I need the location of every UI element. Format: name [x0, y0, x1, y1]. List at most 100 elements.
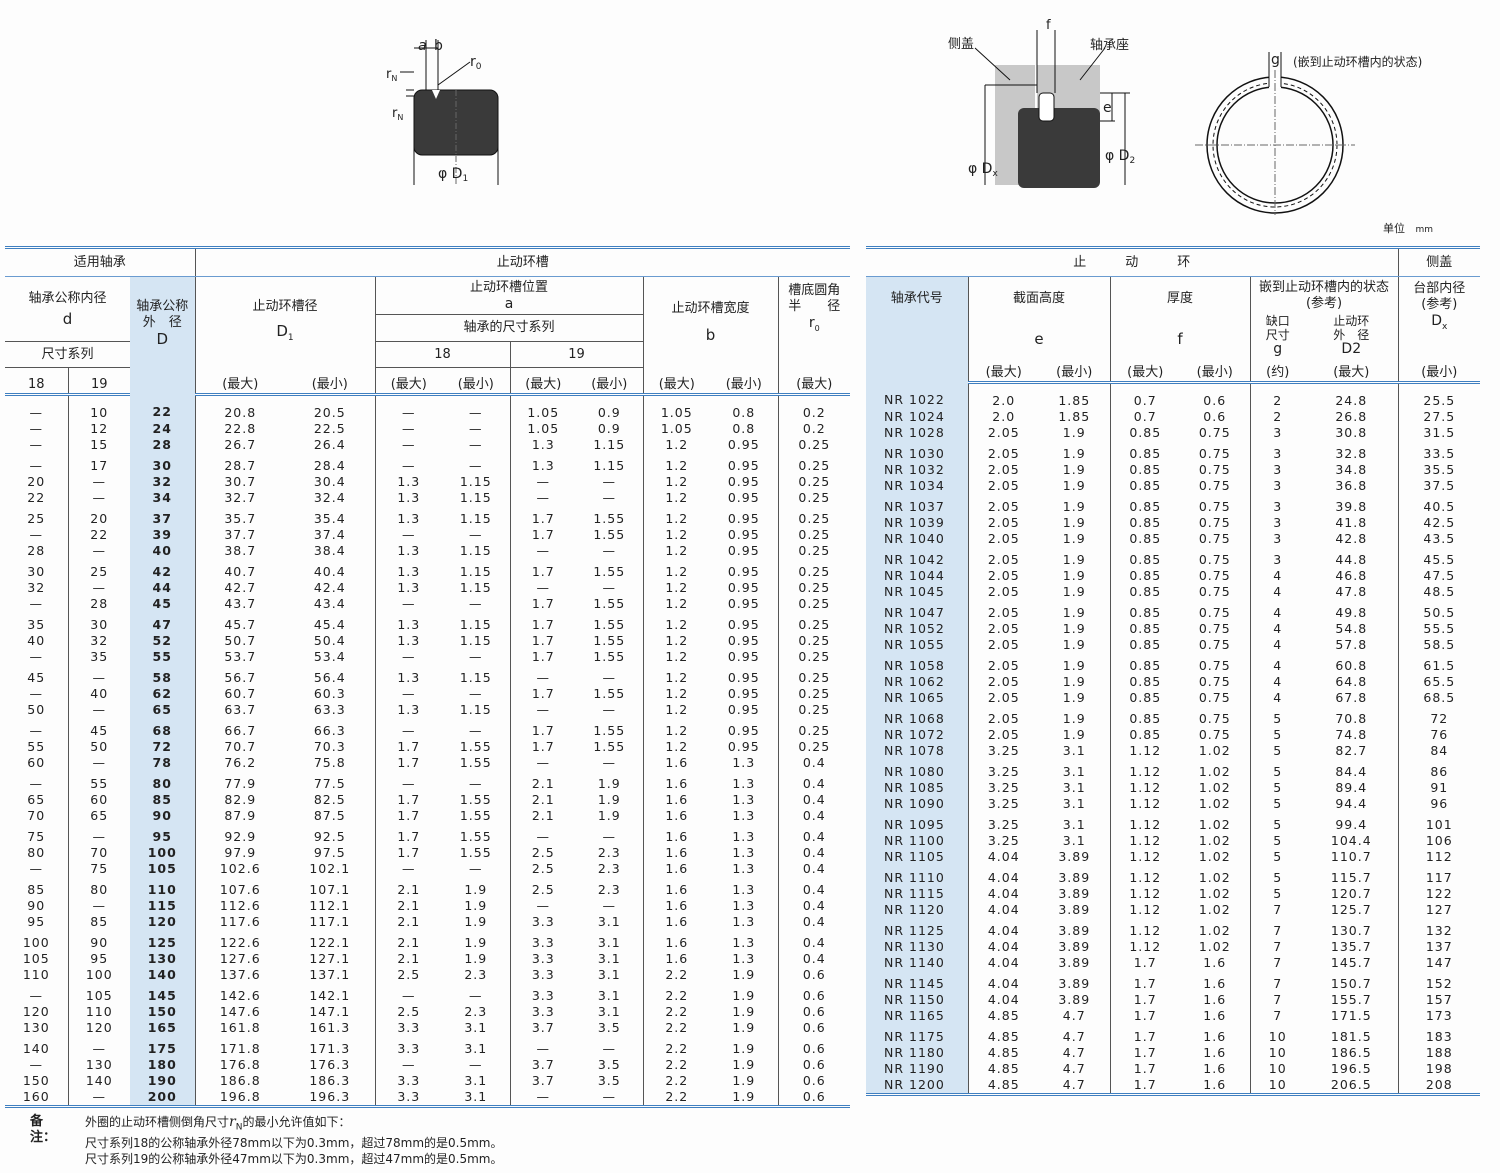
table-cell: 130 — [67, 1057, 130, 1073]
table-cell: 1.9 — [1062, 446, 1086, 461]
table-cell: 157 — [1397, 992, 1481, 1008]
table-cell: 115.7 — [1330, 870, 1372, 885]
table-cell: — — [602, 490, 617, 505]
table-cell: 2.5 — [374, 1004, 443, 1020]
table-cell: 1.7 — [509, 649, 577, 665]
table-cell: — — [29, 527, 43, 542]
table-cell: NR 1042 — [866, 547, 968, 568]
table-row: NR 1068 2.05 1.9 0.85 0.75 5 70.8 72 — [866, 706, 1481, 727]
table-cell: 1.12 — [1109, 918, 1180, 939]
table-cell: 2.05 — [967, 600, 1039, 621]
table-cell: 1.9 — [732, 1089, 756, 1104]
table-cell: NR 1100 — [866, 833, 968, 849]
table-cell: 1.7 — [509, 527, 577, 543]
table-cell: 34.8 — [1335, 462, 1368, 477]
table-cell: 0.85 — [1109, 478, 1180, 494]
table-row: — 15 28 26.7 26.4 — — 1.3 1.15 1.2 0.95 0.25 — [5, 437, 851, 453]
table-cell: 5 — [1249, 743, 1305, 759]
table-cell: 3.7 — [509, 1057, 577, 1073]
table-cell: 89.4 — [1335, 780, 1368, 795]
table-cell: 150 — [22, 1073, 50, 1088]
table-cell: 1.85 — [1058, 393, 1091, 408]
table-cell: 1.12 — [1109, 902, 1180, 918]
header-size-series: 尺寸系列 — [5, 341, 130, 368]
table-cell: NR 1040 — [866, 531, 968, 547]
table-cell: 1.3 — [374, 702, 443, 718]
table-cell: 74.8 — [1335, 727, 1368, 742]
table-cell: — — [29, 437, 43, 452]
table-cell: 2.3 — [597, 845, 621, 860]
table-cell: 67.8 — [1335, 690, 1368, 705]
table-cell: — — [509, 580, 577, 596]
table-cell: 1.15 — [593, 437, 626, 452]
table-row: NR 1065 2.05 1.9 0.85 0.75 4 67.8 68.5 — [866, 690, 1481, 706]
table-row: — 130 180 176.8 176.3 — — 3.7 3.5 2.2 1.9 0.6 — [5, 1057, 851, 1073]
table-cell: 2.05 — [967, 727, 1039, 743]
table-cell: 5 — [1249, 812, 1305, 833]
table-cell: — — [602, 1041, 617, 1056]
header-bearing-code: 轴承代号 — [866, 276, 968, 383]
table-cell: 1.7 — [509, 506, 577, 527]
table-row: NR 1028 2.05 1.9 0.85 0.75 3 30.8 31.5 — [866, 425, 1481, 441]
table-cell: 1.3 — [374, 490, 443, 506]
table-cell: 1.6 — [642, 792, 711, 808]
table-cell: 70.8 — [1335, 711, 1368, 726]
table-cell: 3 — [1249, 478, 1305, 494]
table-cell: 3.1 — [597, 988, 621, 1003]
table-cell: 30.8 — [1335, 425, 1368, 440]
table-cell: 1.6 — [1203, 1061, 1227, 1076]
table-cell: — — [29, 458, 43, 473]
label-housing: 轴承座 — [1090, 38, 1129, 53]
table-cell: 2.1 — [374, 898, 443, 914]
table-cell: NR 1175 — [866, 1024, 968, 1045]
table-cell: NR 1072 — [866, 727, 968, 743]
table-cell: 1.3 — [374, 559, 443, 580]
table-cell: 1.2 — [642, 702, 711, 718]
table-cell: 1.12 — [1109, 743, 1180, 759]
table-row: NR 1145 4.04 3.89 1.7 1.6 7 150.7 152 — [866, 971, 1481, 992]
table-cell: 3.3 — [509, 967, 577, 983]
table-cell: 5 — [1249, 833, 1305, 849]
table-cell: 87.5 — [313, 808, 346, 823]
table-cell: 110.7 — [1330, 849, 1372, 864]
table-cell: 0.6 — [777, 1036, 851, 1057]
table-cell: 42.8 — [1335, 531, 1368, 546]
table-cell: 75.8 — [313, 755, 346, 770]
table-cell: 1.6 — [1203, 1008, 1227, 1023]
table-cell: 43.4 — [313, 596, 346, 611]
table-cell: 1.2 — [642, 490, 711, 506]
table-cell: 3.3 — [374, 1073, 443, 1089]
table-cell: 2.05 — [967, 621, 1039, 637]
table-cell: — — [374, 527, 443, 543]
table-cell: 142.1 — [309, 988, 351, 1003]
table-cell: 183 — [1397, 1024, 1481, 1045]
table-cell: 1.55 — [459, 792, 492, 807]
table-cell: 130.7 — [1330, 923, 1372, 938]
table-cell: 2.05 — [967, 674, 1039, 690]
table-cell: 1.3 — [374, 612, 443, 633]
table-cell: — — [374, 453, 443, 474]
table-cell: 1.2 — [642, 506, 711, 527]
table-cell: — — [509, 1089, 577, 1107]
table-cell: — — [602, 580, 617, 595]
table-cell: — — [67, 665, 130, 686]
table-cell: 82.7 — [1335, 743, 1368, 758]
table-cell: 1.7 — [509, 739, 577, 755]
table-cell: NR 1047 — [866, 600, 968, 621]
bearing-outer-ring — [1018, 108, 1100, 188]
table-cell: 26.4 — [313, 437, 346, 452]
table-cell: 0.95 — [727, 723, 760, 738]
table-cell: 3.89 — [1058, 886, 1091, 901]
table-cell: 1.15 — [459, 564, 492, 579]
table-cell: 2.3 — [597, 882, 621, 897]
table-cell: 0.95 — [727, 511, 760, 526]
table-cell: 3.1 — [464, 1020, 488, 1035]
header-side-cover: 侧盖 — [1397, 247, 1481, 277]
table-cell: 0.4 — [777, 771, 851, 792]
table-cell: 0.95 — [727, 458, 760, 473]
table-cell: 4 — [1249, 690, 1305, 706]
table-cell: 1.6 — [642, 898, 711, 914]
table-cell: 2.2 — [642, 1089, 711, 1107]
table-cell: 41.8 — [1335, 515, 1368, 530]
